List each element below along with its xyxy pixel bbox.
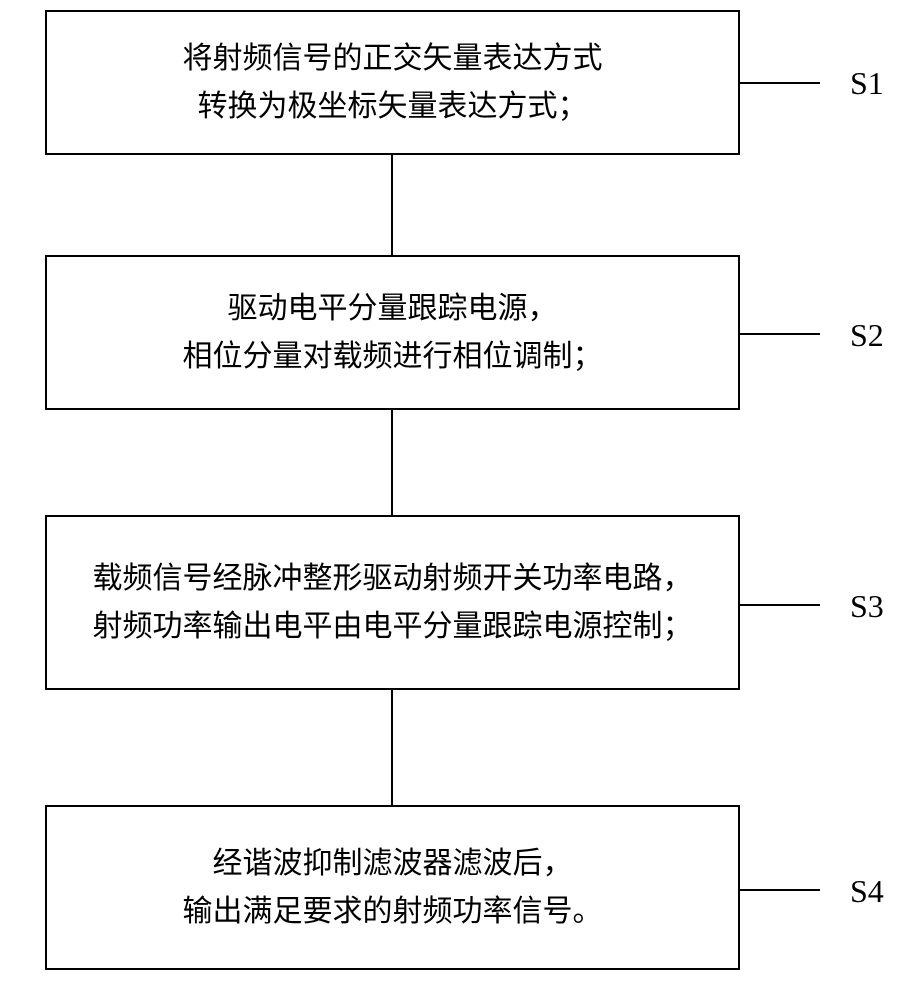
node-text-line: 转换为极坐标矢量表达方式； — [198, 83, 588, 131]
node-text-line: 驱动电平分量跟踪电源， — [228, 285, 558, 333]
flow-connector — [391, 690, 393, 805]
node-text-line: 输出满足要求的射频功率信号。 — [183, 888, 603, 936]
step-label-s3: S3 — [850, 588, 884, 625]
flowchart-canvas: 将射频信号的正交矢量表达方式 转换为极坐标矢量表达方式； S1 驱动电平分量跟踪… — [0, 0, 922, 1000]
flowchart-node-s4: 经谐波抑制滤波器滤波后， 输出满足要求的射频功率信号。 — [45, 805, 740, 970]
step-label-s2: S2 — [850, 317, 884, 354]
step-label-s4: S4 — [850, 873, 884, 910]
leader-line — [740, 82, 820, 84]
flowchart-node-s2: 驱动电平分量跟踪电源， 相位分量对载频进行相位调制； — [45, 255, 740, 410]
flowchart-node-s3: 载频信号经脉冲整形驱动射频开关功率电路， 射频功率输出电平由电平分量跟踪电源控制… — [45, 515, 740, 690]
flowchart-node-s1: 将射频信号的正交矢量表达方式 转换为极坐标矢量表达方式； — [45, 10, 740, 155]
flow-connector — [391, 410, 393, 515]
node-text-line: 相位分量对载频进行相位调制； — [183, 333, 603, 381]
leader-line — [740, 333, 820, 335]
node-text-line: 载频信号经脉冲整形驱动射频开关功率电路， — [93, 555, 693, 603]
node-text-line: 射频功率输出电平由电平分量跟踪电源控制； — [93, 603, 693, 651]
leader-line — [740, 604, 820, 606]
step-label-s1: S1 — [850, 65, 884, 102]
leader-line — [740, 889, 820, 891]
flow-connector — [391, 155, 393, 255]
node-text-line: 经谐波抑制滤波器滤波后， — [213, 840, 573, 888]
node-text-line: 将射频信号的正交矢量表达方式 — [183, 35, 603, 83]
